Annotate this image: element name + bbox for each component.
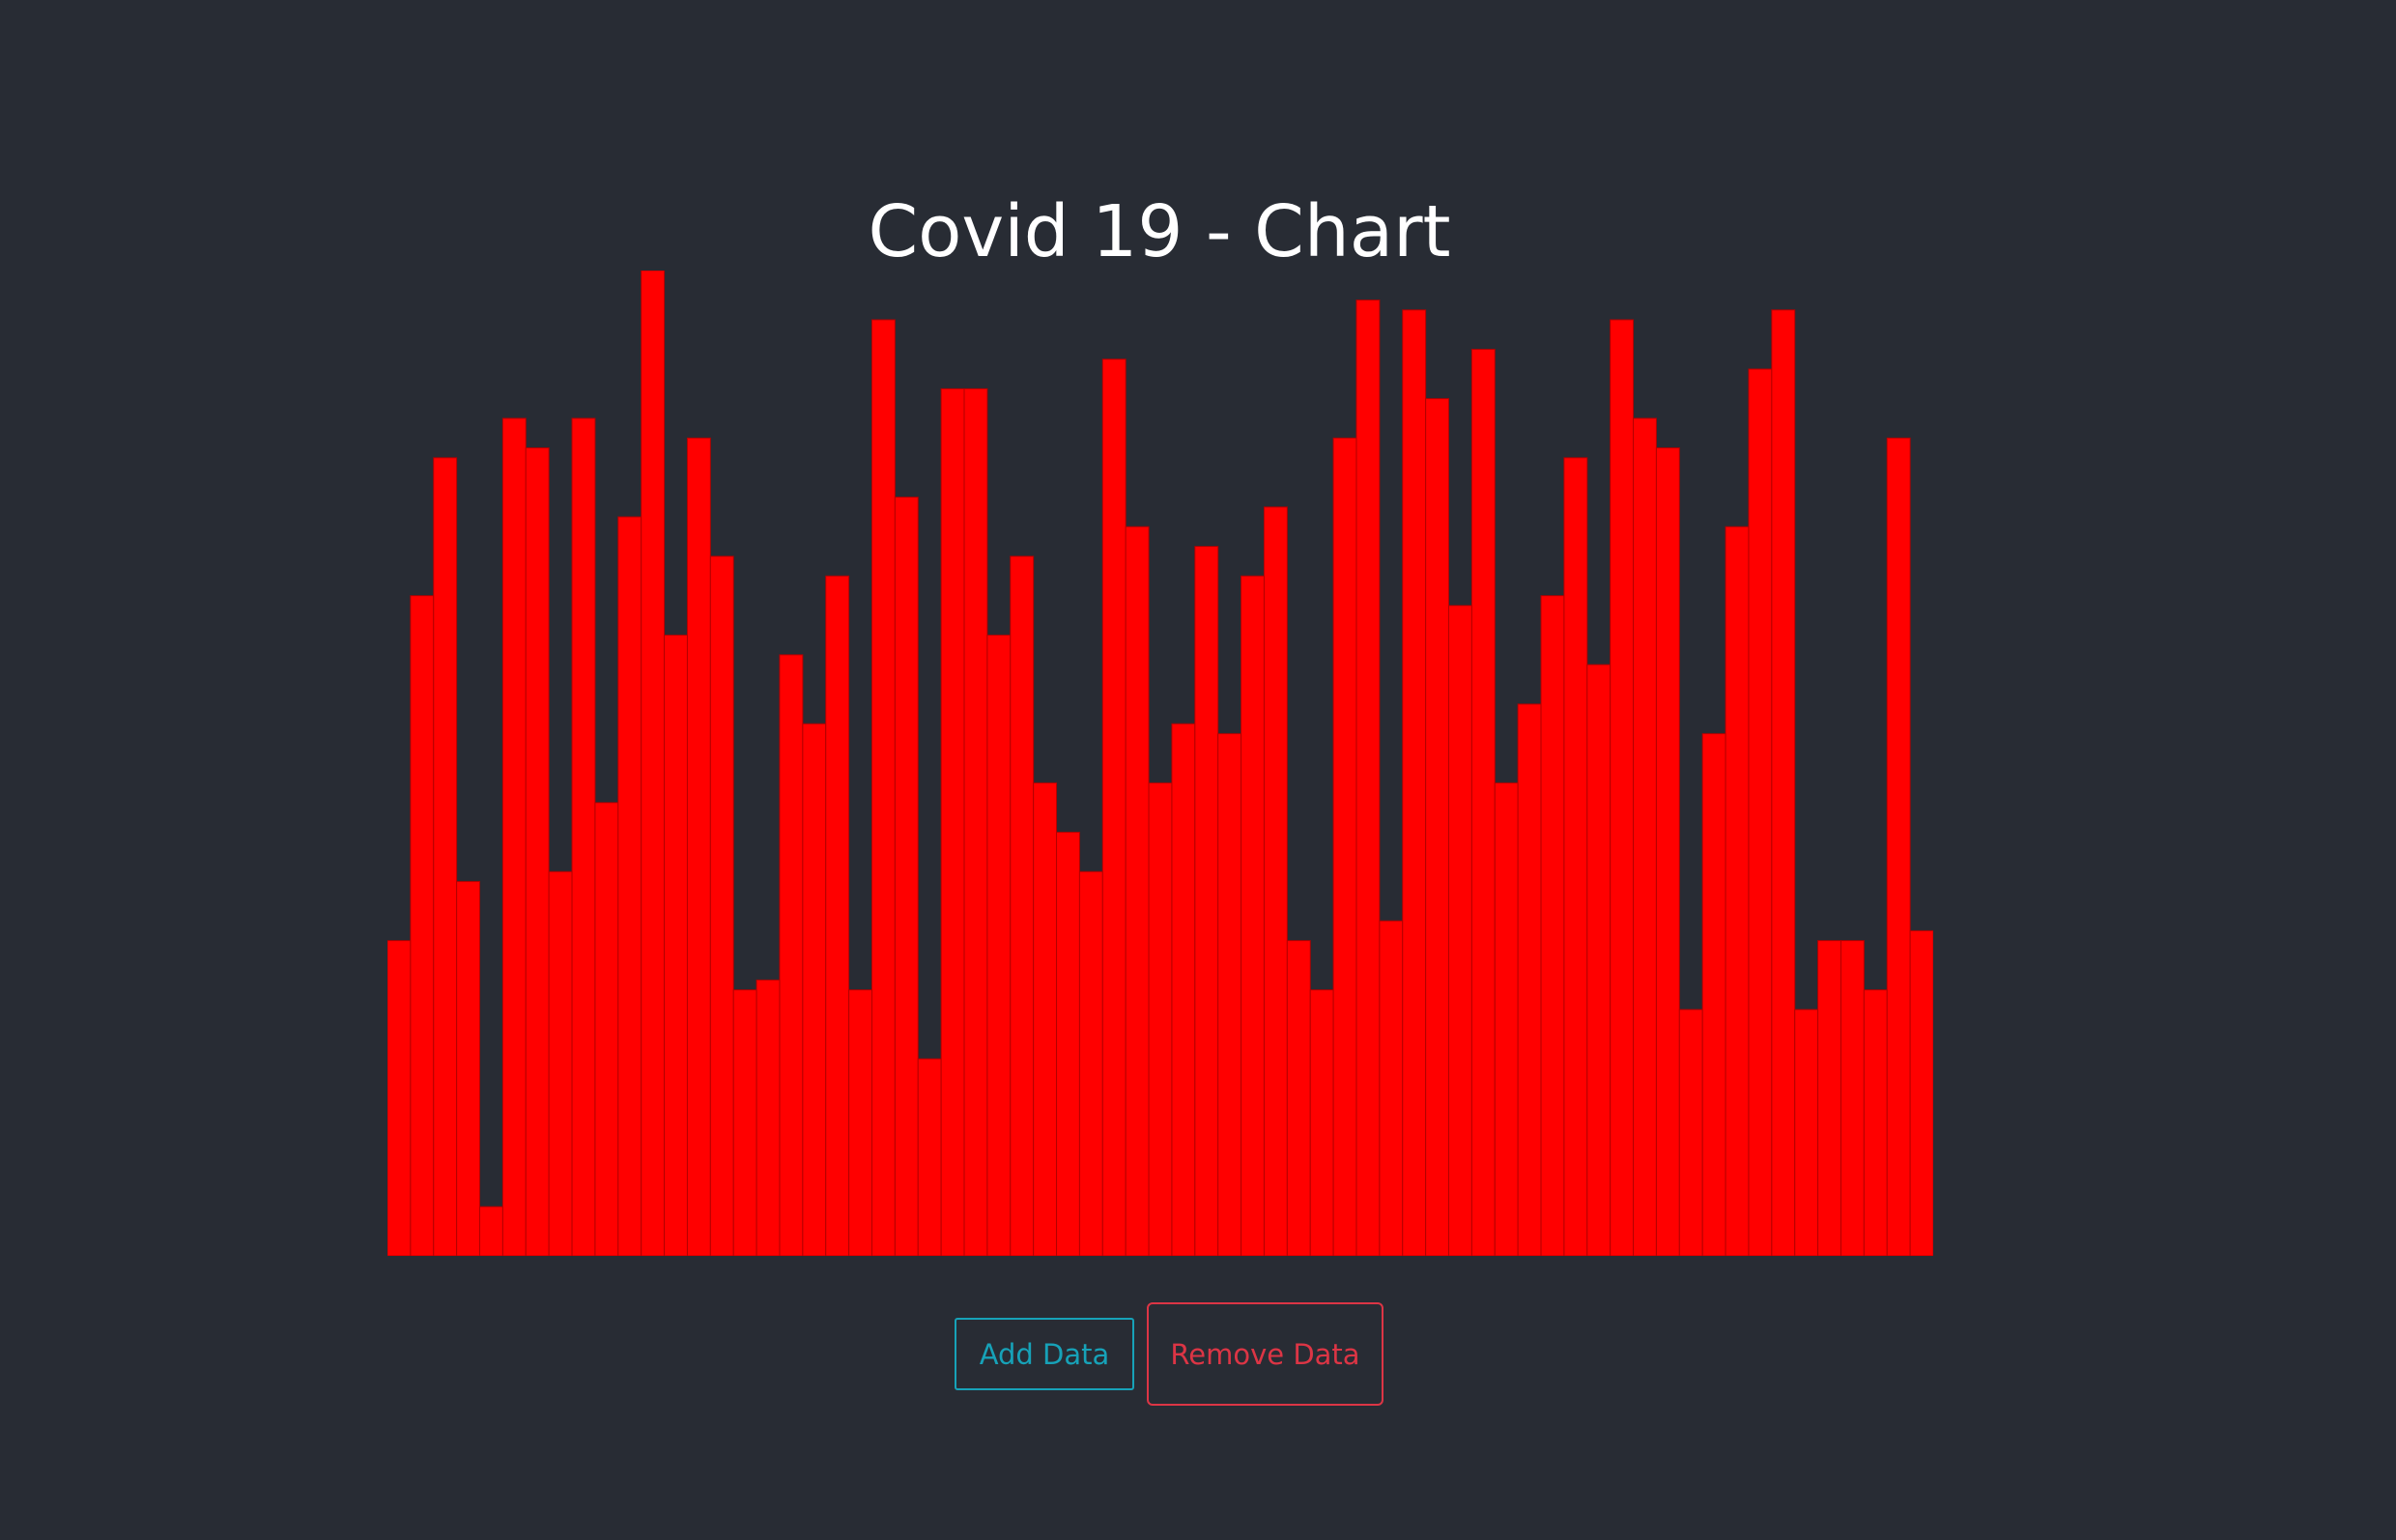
bar-34 bbox=[1148, 782, 1173, 1256]
bar-28 bbox=[1010, 556, 1035, 1256]
bar-24 bbox=[917, 1058, 942, 1256]
bar-51 bbox=[1540, 595, 1565, 1256]
bar-22 bbox=[870, 319, 896, 1256]
bar-27 bbox=[986, 634, 1012, 1256]
bar-12 bbox=[641, 271, 666, 1256]
bar-18 bbox=[779, 654, 804, 1256]
bar-2 bbox=[410, 595, 435, 1256]
bar-65 bbox=[1863, 989, 1888, 1256]
bar-64 bbox=[1840, 940, 1865, 1256]
bar-41 bbox=[1309, 989, 1334, 1256]
bar-57 bbox=[1678, 1009, 1703, 1256]
bar-33 bbox=[1125, 526, 1150, 1256]
bar-21 bbox=[848, 989, 872, 1256]
bar-30 bbox=[1056, 831, 1080, 1256]
bar-7 bbox=[525, 447, 550, 1256]
bar-50 bbox=[1517, 703, 1542, 1256]
bar-47 bbox=[1448, 605, 1472, 1256]
bar-45 bbox=[1402, 309, 1427, 1256]
bar-38 bbox=[1241, 575, 1265, 1256]
bar-67 bbox=[1909, 929, 1933, 1256]
page-title: Covid 19 - Chart bbox=[868, 190, 1451, 273]
bar-23 bbox=[894, 497, 919, 1256]
bar-40 bbox=[1286, 940, 1311, 1256]
bar-55 bbox=[1633, 417, 1657, 1256]
bar-60 bbox=[1748, 368, 1773, 1256]
bar-8 bbox=[548, 870, 573, 1256]
bar-63 bbox=[1817, 940, 1841, 1256]
bar-46 bbox=[1425, 398, 1450, 1256]
bar-66 bbox=[1886, 437, 1911, 1256]
bar-42 bbox=[1332, 437, 1357, 1256]
bar-59 bbox=[1725, 526, 1750, 1256]
bar-6 bbox=[501, 417, 527, 1256]
bar-32 bbox=[1101, 358, 1127, 1256]
bar-31 bbox=[1078, 870, 1103, 1256]
bar-37 bbox=[1217, 732, 1242, 1256]
bar-10 bbox=[594, 802, 619, 1256]
bar-48 bbox=[1470, 349, 1496, 1256]
bar-61 bbox=[1771, 309, 1796, 1256]
bar-35 bbox=[1171, 723, 1196, 1256]
bar-62 bbox=[1794, 1009, 1819, 1256]
bar-26 bbox=[963, 387, 988, 1256]
bar-36 bbox=[1194, 546, 1219, 1256]
bar-43 bbox=[1355, 299, 1381, 1256]
bar-16 bbox=[732, 989, 757, 1256]
bar-5 bbox=[479, 1206, 503, 1256]
bar-chart bbox=[387, 271, 1933, 1256]
bar-9 bbox=[571, 417, 596, 1256]
bar-29 bbox=[1033, 782, 1058, 1256]
bar-15 bbox=[709, 556, 734, 1256]
bar-4 bbox=[456, 880, 481, 1256]
bar-49 bbox=[1494, 782, 1519, 1256]
bar-39 bbox=[1263, 506, 1288, 1256]
bar-14 bbox=[686, 437, 711, 1256]
add-data-button[interactable]: Add Data bbox=[955, 1318, 1134, 1390]
bar-11 bbox=[617, 516, 642, 1256]
bar-54 bbox=[1610, 319, 1635, 1256]
bar-56 bbox=[1655, 447, 1680, 1256]
bar-52 bbox=[1563, 457, 1588, 1256]
bar-1 bbox=[387, 940, 412, 1256]
bar-3 bbox=[433, 457, 458, 1256]
bar-44 bbox=[1379, 920, 1404, 1256]
bar-19 bbox=[802, 723, 827, 1256]
bar-58 bbox=[1701, 732, 1726, 1256]
bar-17 bbox=[756, 979, 781, 1256]
bar-53 bbox=[1586, 664, 1612, 1256]
bar-20 bbox=[825, 575, 850, 1256]
bar-13 bbox=[664, 634, 688, 1256]
bar-25 bbox=[940, 387, 965, 1256]
remove-data-button[interactable]: Remove Data bbox=[1147, 1302, 1383, 1406]
